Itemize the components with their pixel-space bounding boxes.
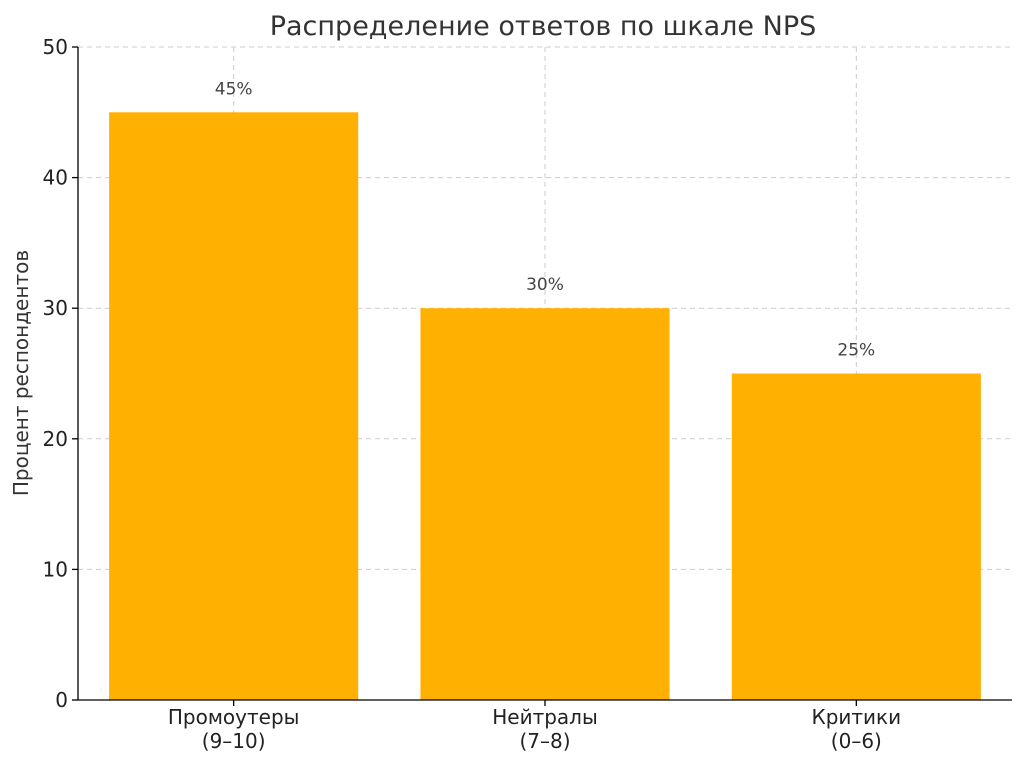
x-tick-label: (0–6) [831,729,882,753]
y-tick-label: 0 [55,688,68,712]
x-tick-label: (7–8) [519,729,570,753]
chart-title: Распределение ответов по шкале NPS [270,11,817,42]
y-axis-label: Процент респондентов [9,250,33,496]
bar [731,373,981,700]
x-tick-label: Нейтралы [492,705,598,729]
data-label: 25% [837,341,875,361]
data-label: 45% [215,79,253,99]
bars [109,112,981,701]
bar [109,112,359,701]
bar [420,308,670,700]
x-tick-label: (9–10) [202,729,266,753]
y-tick-label: 30 [43,296,68,320]
y-tick-label: 20 [43,427,68,451]
data-label: 30% [526,275,564,295]
x-tick-label: Критики [812,705,902,729]
labels: 45% 30% 25% 0 10 20 30 40 50 Промоутеры(9–10) Нейт… [43,35,902,753]
y-tick-label: 50 [43,35,68,59]
axes [72,46,1012,706]
x-tick-label: Промоутеры [168,705,300,729]
y-tick-label: 40 [43,166,68,190]
y-tick-label: 10 [43,557,68,581]
